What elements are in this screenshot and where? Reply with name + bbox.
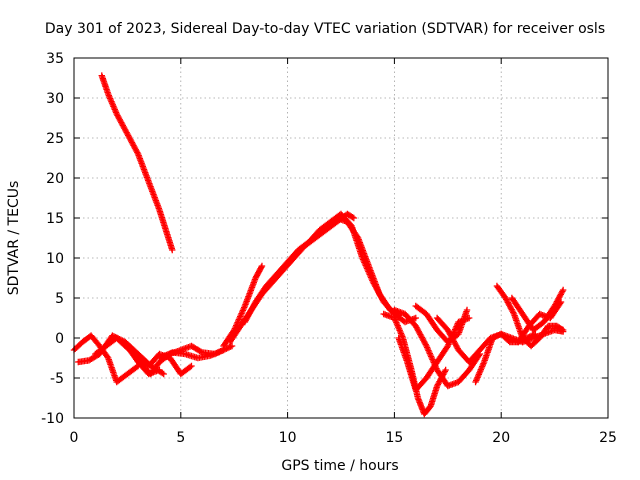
data-point: [258, 262, 266, 270]
data-point: [134, 149, 141, 156]
data-point: [226, 344, 233, 351]
series-arc-g: [220, 262, 266, 350]
data-point: [186, 363, 194, 371]
series-arc-e: [134, 350, 195, 378]
data-point: [492, 333, 499, 340]
y-tick-label: 0: [55, 331, 64, 347]
data-point: [159, 369, 166, 377]
data-point: [258, 264, 265, 271]
data-point: [559, 328, 567, 335]
series-arc-h: [226, 210, 358, 346]
ticks: 0 5 10 15 20 25 -10 -5 0 5 10 15 20 25 30 35: [41, 51, 617, 446]
y-tick-label: -10: [41, 411, 64, 427]
data-point: [350, 214, 358, 222]
x-tick-label: 10: [279, 430, 297, 446]
x-axis-label: GPS time / hours: [281, 458, 398, 474]
series-arc-high: [98, 72, 176, 254]
data-point: [463, 306, 471, 314]
data-point: [489, 334, 496, 342]
data-point: [109, 332, 116, 339]
data-point: [224, 344, 231, 352]
data-point: [160, 370, 167, 378]
data-point: [156, 366, 163, 374]
data-point: [493, 332, 501, 340]
y-tick-label: 15: [46, 211, 64, 227]
series-arc-t: [519, 326, 567, 346]
data-point: [197, 348, 205, 355]
y-tick-label: 30: [46, 91, 64, 107]
data-point: [441, 368, 449, 375]
x-tick-label: 5: [176, 430, 185, 446]
y-tick-label: 10: [46, 251, 64, 267]
data-point: [557, 298, 565, 306]
x-tick-label: 20: [492, 430, 510, 446]
y-tick-label: 5: [55, 291, 64, 307]
y-tick-label: 20: [46, 171, 64, 187]
data-point: [133, 363, 140, 371]
data-point: [422, 341, 429, 348]
plot-frame: [73, 57, 609, 419]
x-tick-label: 0: [70, 430, 79, 446]
data-point: [559, 286, 567, 294]
data-point: [227, 343, 234, 350]
data-point: [169, 246, 176, 254]
series-arc-f: [156, 342, 236, 362]
grid: [74, 58, 608, 418]
data-point: [349, 214, 356, 221]
x-tick-label: 15: [385, 430, 403, 446]
data-marks: [70, 72, 567, 418]
data-point: [559, 288, 566, 295]
data-point: [188, 362, 195, 370]
series-arc-n: [412, 302, 471, 346]
data-point: [412, 314, 419, 322]
series-arc-j: [333, 214, 405, 318]
data-point: [490, 334, 498, 341]
y-tick-label: 25: [46, 131, 64, 147]
data-point: [556, 300, 564, 307]
x-tick-label: 25: [599, 430, 617, 446]
data-point: [228, 342, 236, 350]
data-point: [442, 366, 449, 374]
data-point: [510, 309, 517, 316]
y-axis-label: SDTVAR / TECUs: [6, 181, 22, 296]
series-arc-a: [70, 332, 142, 386]
y-tick-label: -5: [50, 371, 64, 387]
series-arc-s: [515, 298, 565, 346]
chart-title: Day 301 of 2023, Sidereal Day-to-day VTE…: [45, 21, 605, 37]
y-tick-label: 35: [46, 51, 64, 67]
